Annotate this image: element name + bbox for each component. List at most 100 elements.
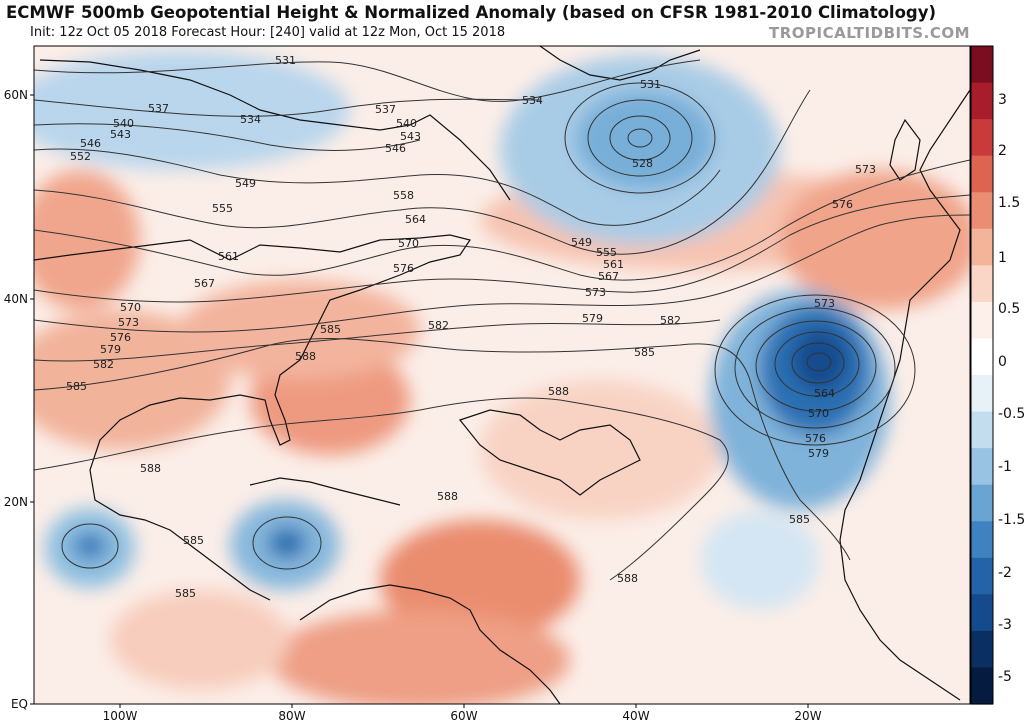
colorbar-cell	[971, 338, 993, 376]
contour-582	[34, 319, 721, 362]
contour-label: 567	[194, 277, 215, 290]
colorbar-cell	[971, 155, 993, 193]
contour-555	[34, 89, 811, 255]
contour-label: 531	[640, 78, 661, 91]
subtropical-ridge-outline	[458, 409, 641, 496]
positive-anomaly-atlantic-coast	[180, 280, 420, 380]
contour-label: 576	[832, 198, 853, 211]
contour-label: 564	[405, 213, 426, 226]
colorbar-label: 1.5	[998, 195, 1020, 211]
colorbar-label: -1	[998, 459, 1012, 475]
lon-label: 20W	[794, 709, 821, 723]
colorbar-cell	[971, 46, 993, 84]
colorbar-cell	[971, 484, 993, 522]
contour-label: 531	[275, 54, 296, 67]
coastlines	[34, 46, 970, 704]
contour-label: 555	[212, 202, 233, 215]
contour-label: 561	[218, 250, 239, 263]
contour-label: 549	[235, 177, 256, 190]
negative-anomaly-azores-center	[792, 328, 848, 392]
contour-label: 540	[113, 117, 134, 130]
lon-label: 80W	[278, 709, 305, 723]
contour-label: 588	[295, 350, 316, 363]
negative-anomaly-canada	[34, 50, 350, 170]
negative-anomaly-caribbean-core	[267, 527, 307, 559]
contour-label: 576	[393, 262, 414, 275]
colorbar-cell	[971, 630, 993, 669]
contour-label: 534	[522, 94, 543, 107]
contour-label: 585	[66, 380, 87, 393]
positive-anomaly-south-america	[270, 610, 570, 704]
contour-label: 585	[175, 587, 196, 600]
british-isles-coast	[889, 118, 921, 181]
contour-label: 540	[396, 117, 417, 130]
contour-low-azores-2	[734, 307, 896, 429]
colorbar-label: 3	[998, 92, 1007, 108]
contour-label: 564	[814, 387, 835, 400]
contour-low-greenland-3	[609, 115, 671, 161]
contour-low-greenland-outer	[564, 82, 716, 194]
colorbar-label: 2	[998, 143, 1007, 159]
lon-label: 100W	[103, 709, 138, 723]
contour-573	[34, 194, 970, 303]
contour-low-azores-6	[806, 352, 832, 372]
contour-label: 573	[814, 297, 835, 310]
contour-label: 579	[808, 447, 829, 460]
contour-label: 537	[148, 102, 169, 115]
contour-low-azores-4	[774, 331, 860, 397]
colorbar-cell	[971, 448, 993, 486]
lon-label: 60W	[450, 709, 477, 723]
contour-label: 579	[582, 312, 603, 325]
colorbar-cell	[971, 375, 993, 413]
contour-label: 543	[110, 128, 131, 141]
lat-label: 20N	[4, 495, 28, 509]
lat-label: EQ	[11, 697, 28, 711]
contour-label: 582	[660, 314, 681, 327]
lon-label: 40W	[622, 709, 649, 723]
south-america-coast	[299, 584, 561, 704]
contour-label: 546	[80, 137, 101, 150]
contour-low-greenland-4	[627, 128, 653, 148]
contour-label: 561	[603, 258, 624, 271]
colorbar-cell	[971, 557, 993, 595]
colorbar-label: 0	[998, 354, 1007, 370]
colorbar-label: -5	[998, 669, 1012, 685]
colorbar-cell	[971, 265, 993, 303]
positive-anomaly-tropics	[380, 520, 580, 640]
colorbar-cell	[971, 521, 993, 559]
contour-label: 582	[93, 358, 114, 371]
positive-anomaly-gulf	[34, 310, 230, 450]
source-credit: TROPICALTIDBITS.COM	[769, 24, 970, 42]
contour-537	[34, 123, 421, 151]
colorbar: 3 2 1.5 1 0.5 0 -0.5 -1 -1.5 -2 -3 -5	[970, 45, 1024, 705]
negative-anomaly-east-atlantic	[700, 510, 820, 610]
contour-label: 546	[385, 142, 406, 155]
contour-label: 543	[400, 130, 421, 143]
colorbar-cell	[971, 301, 993, 340]
negative-anomaly-greenland-core	[575, 90, 715, 190]
contour-label: 585	[789, 513, 810, 526]
contour-label: 588	[437, 490, 458, 503]
greenland-coast	[539, 46, 701, 81]
contour-label: 585	[320, 323, 341, 336]
positive-anomaly-central-atlantic	[480, 380, 720, 520]
contour-low-azores-5	[791, 342, 845, 384]
positive-anomaly-europe	[780, 170, 970, 310]
colorbar-cell	[971, 228, 993, 266]
colorbar-cell	[971, 82, 993, 120]
contour-label: 573	[585, 286, 606, 299]
contour-567	[34, 159, 970, 281]
map-frame	[33, 45, 971, 705]
map-panel: 531 531 534 534 537 537 540 540 543 543 …	[34, 46, 970, 704]
contour-576	[34, 214, 970, 333]
contour-low-azores-outer	[714, 294, 916, 446]
contour-label: 570	[120, 301, 141, 314]
contour-label: 585	[183, 534, 204, 547]
contour-585	[34, 338, 851, 561]
contour-label: 528	[632, 157, 653, 170]
colorbar-label: -0.5	[998, 406, 1024, 422]
contour-549	[34, 148, 721, 226]
colorbar-cell	[971, 594, 993, 632]
contour-label: 558	[393, 189, 414, 202]
